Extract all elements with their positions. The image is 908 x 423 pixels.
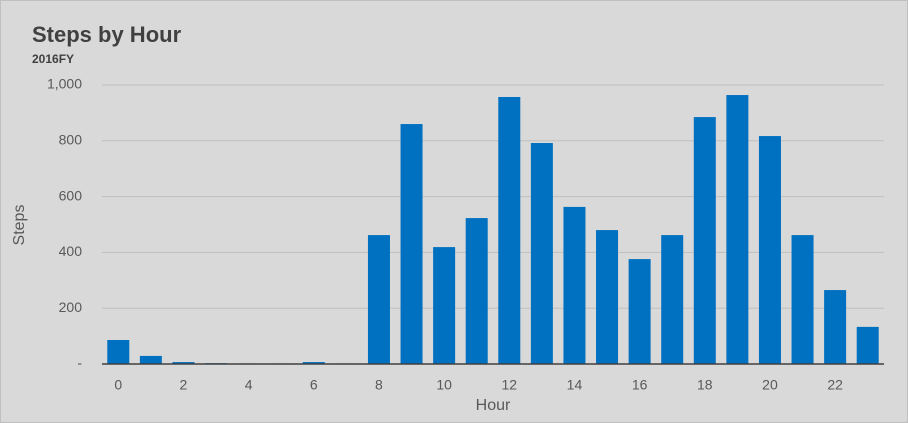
bar xyxy=(824,290,847,364)
x-tick-label: 0 xyxy=(114,377,122,393)
bar xyxy=(791,235,814,364)
y-tick-label: 400 xyxy=(59,243,83,259)
bar xyxy=(530,143,553,364)
x-axis-label: Hour xyxy=(476,397,511,414)
chart-title: Steps by Hour xyxy=(32,22,182,47)
bar xyxy=(172,362,195,364)
bar xyxy=(107,340,130,364)
bar xyxy=(400,124,423,364)
y-tick-label: 600 xyxy=(59,187,83,203)
bar xyxy=(628,259,651,364)
bar xyxy=(367,235,390,364)
x-tick-label: 4 xyxy=(245,377,253,393)
x-tick-label: 22 xyxy=(827,377,843,393)
bar xyxy=(726,95,749,364)
y-tick-label: 800 xyxy=(59,132,83,148)
y-tick-label: 200 xyxy=(59,299,83,315)
bar xyxy=(498,96,521,364)
x-tick-label: 20 xyxy=(762,377,778,393)
x-tick-label: 2 xyxy=(180,377,188,393)
x-tick-label: 6 xyxy=(310,377,318,393)
bar xyxy=(693,117,716,365)
x-tick-label: 18 xyxy=(697,377,713,393)
y-tick-label: - xyxy=(77,355,82,371)
x-tick-label: 14 xyxy=(567,377,583,393)
y-tick-label: 1,000 xyxy=(47,76,82,92)
chart-subtitle: 2016FY xyxy=(32,52,74,66)
bar xyxy=(661,235,684,364)
bar xyxy=(139,355,162,364)
x-tick-label: 16 xyxy=(632,377,648,393)
x-tick-label: 10 xyxy=(436,377,452,393)
x-tick-label: 8 xyxy=(375,377,383,393)
bar xyxy=(563,206,586,364)
x-tick-label: 12 xyxy=(502,377,518,393)
bar xyxy=(856,326,879,364)
bar xyxy=(302,362,325,364)
y-axis-label: Steps xyxy=(11,205,28,246)
bar xyxy=(758,136,781,364)
bar xyxy=(433,247,456,364)
bar xyxy=(596,230,619,364)
bar xyxy=(465,218,488,364)
